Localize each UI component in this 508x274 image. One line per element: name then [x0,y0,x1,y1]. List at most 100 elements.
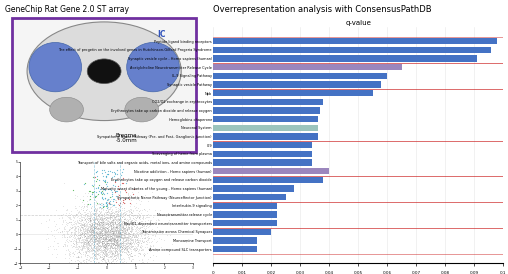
Point [117,233,125,238]
Point [127,245,135,249]
Point [109,229,117,233]
Point [112,241,120,246]
Point [108,239,116,244]
Point [101,225,109,230]
Point [102,230,110,234]
Point [95,238,103,242]
Point [111,214,119,218]
Point [110,231,118,235]
Point [109,251,117,255]
Point [145,228,153,233]
Point [138,238,146,242]
Point [51,224,59,228]
Point [104,232,112,236]
Point [127,222,135,227]
Point [102,217,110,221]
Point [108,204,116,208]
Point [90,235,99,239]
Point [111,239,119,244]
Point [90,222,98,226]
Point [111,248,119,253]
Point [109,237,117,242]
Point [96,226,104,230]
Point [87,222,96,227]
Point [138,239,146,243]
Point [110,230,118,234]
Point [88,255,97,260]
Point [92,230,100,235]
Point [110,239,118,243]
Point [128,229,136,233]
Point [111,236,119,240]
Point [87,227,96,231]
Point [87,226,96,230]
Point [96,230,104,235]
Point [121,229,130,233]
Point [112,242,120,247]
Point [109,261,117,266]
Point [60,218,69,222]
Point [71,259,79,263]
Point [100,219,108,223]
Point [70,233,78,237]
Point [108,226,116,230]
Point [90,232,98,237]
Point [76,235,84,240]
Point [90,219,99,224]
Point [132,247,140,252]
Point [134,240,142,244]
Point [54,230,62,235]
Point [108,224,116,229]
Point [73,237,81,241]
Point [111,227,119,231]
Point [122,237,130,241]
Point [109,241,117,246]
Point [129,235,137,240]
Point [75,221,83,226]
Point [80,241,88,246]
Point [121,219,129,224]
Point [110,239,118,244]
Point [145,229,153,233]
Point [98,206,106,210]
Point [97,227,105,231]
Point [83,238,91,243]
Point [130,244,138,249]
Point [103,240,111,244]
Point [113,219,121,224]
Point [52,252,60,256]
FancyBboxPatch shape [12,18,196,152]
Point [108,251,116,255]
Point [86,230,94,235]
Point [94,217,102,221]
Point [140,235,148,240]
Point [92,253,100,258]
Point [90,192,99,196]
Point [112,209,120,213]
Point [126,240,135,244]
Point [114,197,122,202]
Point [113,224,121,229]
Point [97,203,105,207]
Point [87,255,95,259]
Point [108,229,116,233]
Point [114,184,122,188]
Point [107,226,115,230]
Point [102,211,110,215]
Point [111,250,119,255]
Point [120,217,129,221]
Point [105,236,113,241]
Point [76,211,84,216]
Point [122,249,130,254]
Point [95,233,103,238]
Point [98,213,106,218]
Point [81,231,89,235]
Point [82,241,90,245]
Point [105,230,113,234]
Point [119,226,127,231]
Point [88,225,96,230]
Point [87,246,95,250]
Bar [213,64,401,70]
Point [103,222,111,226]
Point [84,249,92,253]
